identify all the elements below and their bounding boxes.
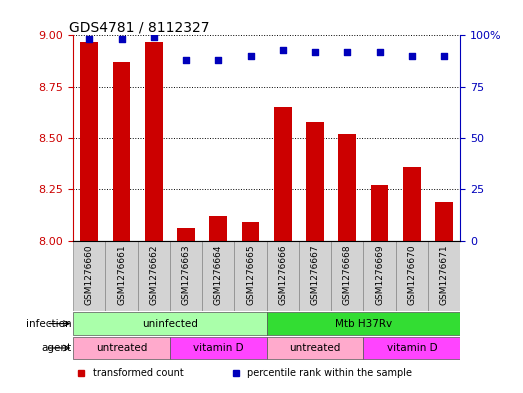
Text: infection: infection — [26, 319, 71, 329]
Point — [182, 57, 190, 63]
Bar — [106, 241, 138, 311]
Text: GSM1276666: GSM1276666 — [278, 244, 287, 305]
Bar — [170, 241, 202, 311]
Point — [376, 49, 384, 55]
Bar — [210, 216, 227, 241]
Bar — [202, 241, 234, 311]
Text: vitamin D: vitamin D — [193, 343, 244, 353]
Point — [440, 53, 448, 59]
Bar — [267, 312, 460, 335]
Text: untreated: untreated — [289, 343, 341, 353]
Point — [150, 34, 158, 40]
Text: uninfected: uninfected — [142, 319, 198, 329]
Point — [85, 36, 94, 42]
Point — [311, 49, 319, 55]
Text: GSM1276667: GSM1276667 — [311, 244, 320, 305]
Bar — [73, 241, 106, 311]
Point — [117, 36, 126, 42]
Bar — [403, 167, 420, 241]
Text: GDS4781 / 8112327: GDS4781 / 8112327 — [70, 20, 210, 34]
Bar — [396, 241, 428, 311]
Text: GSM1276668: GSM1276668 — [343, 244, 352, 305]
Text: GSM1276665: GSM1276665 — [246, 244, 255, 305]
Bar — [145, 42, 163, 241]
Text: agent: agent — [41, 343, 71, 353]
Point — [214, 57, 223, 63]
Text: GSM1276671: GSM1276671 — [440, 244, 449, 305]
Bar — [73, 312, 267, 335]
Bar — [234, 241, 267, 311]
Text: vitamin D: vitamin D — [386, 343, 437, 353]
Bar — [177, 228, 195, 241]
Point — [343, 49, 351, 55]
Bar — [435, 202, 453, 241]
Text: transformed count: transformed count — [93, 368, 184, 378]
Text: Mtb H37Rv: Mtb H37Rv — [335, 319, 392, 329]
Bar — [73, 336, 170, 360]
Bar — [113, 62, 130, 241]
Bar — [363, 336, 460, 360]
Bar — [299, 241, 331, 311]
Point — [246, 53, 255, 59]
Bar — [81, 42, 98, 241]
Text: GSM1276669: GSM1276669 — [375, 244, 384, 305]
Bar — [267, 336, 363, 360]
Text: GSM1276664: GSM1276664 — [214, 244, 223, 305]
Text: GSM1276662: GSM1276662 — [150, 244, 158, 305]
Bar — [170, 336, 267, 360]
Bar — [138, 241, 170, 311]
Point — [279, 47, 287, 53]
Text: untreated: untreated — [96, 343, 147, 353]
Bar — [242, 222, 259, 241]
Bar — [331, 241, 363, 311]
Text: GSM1276663: GSM1276663 — [181, 244, 190, 305]
Bar — [371, 185, 389, 241]
Text: percentile rank within the sample: percentile rank within the sample — [247, 368, 412, 378]
Bar — [267, 241, 299, 311]
Bar — [274, 107, 292, 241]
Bar — [428, 241, 460, 311]
Bar — [338, 134, 356, 241]
Text: GSM1276670: GSM1276670 — [407, 244, 416, 305]
Text: GSM1276660: GSM1276660 — [85, 244, 94, 305]
Bar — [363, 241, 396, 311]
Point — [408, 53, 416, 59]
Bar — [306, 122, 324, 241]
Text: GSM1276661: GSM1276661 — [117, 244, 126, 305]
